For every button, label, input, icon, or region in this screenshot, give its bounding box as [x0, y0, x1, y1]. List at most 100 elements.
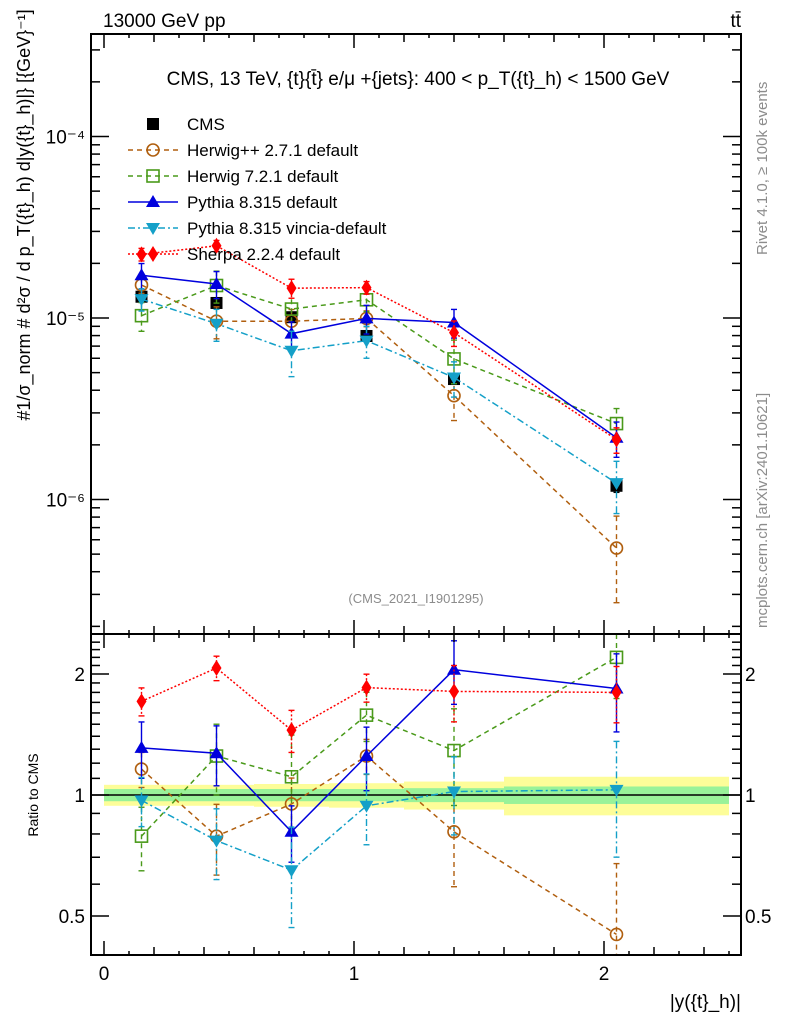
- data-point-herwigpp: [447, 388, 461, 403]
- analysis-id: (CMS_2021_I1901295): [348, 591, 483, 606]
- ratio-point-vincia: [134, 795, 149, 808]
- ratio-point-vincia: [209, 835, 224, 848]
- ratio-series-sherpa: [136, 655, 622, 754]
- series-line-herwig7: [141, 284, 617, 425]
- legend: CMS Herwig++ 2.7.1 default Herwig 7.2.1 de…: [128, 115, 387, 264]
- plot-title: CMS, 13 TeV, {t}{t̄} e/μ +{jets}: 400 < …: [167, 69, 670, 90]
- ratio-y-tick-label: 1: [74, 786, 85, 807]
- ratio-y-axis-label: Ratio to CMS: [25, 753, 41, 836]
- ratio-point-herwig7: [284, 769, 299, 784]
- legend-entry-herwig7: Herwig 7.2.1 default: [128, 167, 338, 186]
- data-point-vincia: [447, 372, 461, 385]
- ratio-point-vincia: [359, 800, 374, 813]
- header-right: tt̄: [730, 11, 741, 32]
- legend-label: Sherpa 2.2.4 default: [187, 245, 340, 264]
- y-tick-label: 10⁻⁴: [46, 128, 85, 149]
- ratio-y-tick-label-right: 1: [745, 786, 756, 807]
- x-tick-label: 0: [99, 964, 110, 985]
- ratio-point-herwigpp: [609, 927, 624, 942]
- rivet-label: Rivet 4.1.0, ≥ 100k events: [754, 82, 771, 255]
- data-point-vincia: [284, 345, 299, 358]
- main-y-axis-label: #1/σ_norm # d²σ / d p_T({t}_h) d|y({t}_h…: [14, 9, 35, 420]
- ratio-y-tick-label-right: 0.5: [745, 907, 771, 928]
- data-point-sherpa: [361, 279, 372, 296]
- data-point-pythia: [209, 276, 224, 289]
- ratio-bands: [91, 776, 741, 816]
- series-herwig7: [134, 270, 624, 443]
- ratio-series-vincia: [134, 740, 624, 929]
- legend-label: Herwig 7.2.1 default: [187, 167, 338, 186]
- ratio-point-vincia: [447, 786, 461, 799]
- series-pythia: [134, 262, 624, 458]
- series-line-herwigpp: [141, 284, 618, 549]
- legend-entry-cms: CMS: [147, 115, 225, 134]
- series-herwigpp: [134, 276, 624, 604]
- series-layer: [134, 237, 624, 956]
- data-point-pythia: [359, 311, 374, 324]
- ratio-y-tick-label: 0.5: [59, 907, 85, 928]
- ratio-point-vincia: [609, 784, 624, 797]
- series-line-sherpa: [141, 245, 617, 441]
- series-vincia: [134, 288, 624, 515]
- ratio-series-herwigpp: [134, 738, 624, 956]
- ratio-point-sherpa: [136, 693, 147, 710]
- data-point-vincia: [134, 294, 149, 307]
- ratio-point-pythia: [209, 746, 224, 759]
- legend-marker-cms: [147, 118, 159, 130]
- ratio-point-sherpa: [286, 722, 297, 739]
- series-line-vincia: [141, 298, 617, 484]
- ratio-y-tick-label: 2: [74, 665, 85, 686]
- legend-entry-vincia: Pythia 8.315 vincia-default: [128, 219, 387, 238]
- y-tick-label: 10⁻⁵: [46, 309, 85, 330]
- ratio-point-pythia: [447, 662, 461, 675]
- data-point-pythia: [134, 268, 149, 281]
- data-point-herwigpp: [609, 541, 624, 555]
- series-line-pythia: [141, 274, 617, 439]
- ratio-line-herwig7: [140, 656, 617, 837]
- ratio-point-herwigpp: [447, 824, 461, 839]
- ratio-point-sherpa: [611, 684, 622, 701]
- legend-entry-pythia: Pythia 8.315 default: [128, 193, 338, 212]
- legend-entry-sherpa: Sherpa 2.2.4 default: [128, 245, 340, 264]
- legend-marker-herwigpp: [146, 143, 160, 157]
- ratio-point-herwig7: [359, 708, 374, 722]
- ratio-series-pythia: [134, 640, 624, 863]
- x-axis-label: |y({t}_h)|: [670, 992, 741, 1013]
- legend-marker-vincia: [146, 223, 160, 235]
- data-point-sherpa: [449, 324, 459, 341]
- ratio-line-herwigpp: [141, 755, 617, 936]
- legend-entry-herwigpp: Herwig++ 2.7.1 default: [128, 141, 358, 160]
- ratio-point-sherpa: [211, 659, 222, 676]
- legend-label: Pythia 8.315 vincia-default: [187, 219, 387, 238]
- legend-marker-sherpa: [148, 246, 158, 262]
- axes: 0 1 2 10⁻⁶ 10⁻⁵ 10⁻⁴ 0.5 0.5 1 1 2 2: [46, 33, 771, 985]
- ratio-y-tick-label-right: 2: [745, 665, 756, 686]
- legend-marker-herwig7: [146, 169, 160, 183]
- ratio-point-sherpa: [361, 679, 372, 696]
- legend-marker-pythia: [146, 195, 160, 207]
- data-point-sherpa: [286, 280, 297, 297]
- legend-label: CMS: [187, 115, 225, 134]
- mcplots-label: mcplots.cern.ch [arXiv:2401.10621]: [754, 393, 771, 628]
- ratio-point-herwig7: [134, 829, 149, 843]
- header-left: 13000 GeV pp: [103, 11, 226, 32]
- data-point-vincia: [359, 335, 374, 348]
- series-sherpa: [136, 237, 622, 454]
- x-tick-label: 1: [349, 964, 360, 985]
- data-point-vincia: [609, 478, 624, 491]
- ratio-point-vincia: [284, 865, 299, 878]
- data-point-herwig7: [284, 302, 299, 316]
- ratio-point-sherpa: [449, 683, 459, 700]
- data-point-sherpa: [611, 431, 622, 448]
- data-point-vincia: [209, 318, 224, 331]
- data-point-cms: [285, 311, 298, 324]
- ratio-line-pythia: [141, 668, 617, 833]
- ratio-line-sherpa: [141, 667, 617, 732]
- data-point-sherpa: [211, 237, 222, 254]
- x-tick-label: 2: [599, 964, 610, 985]
- ratio-point-pythia: [359, 749, 374, 762]
- legend-label: Herwig++ 2.7.1 default: [187, 141, 358, 160]
- ratio-line-vincia: [141, 789, 617, 872]
- ratio-point-pythia: [134, 740, 149, 753]
